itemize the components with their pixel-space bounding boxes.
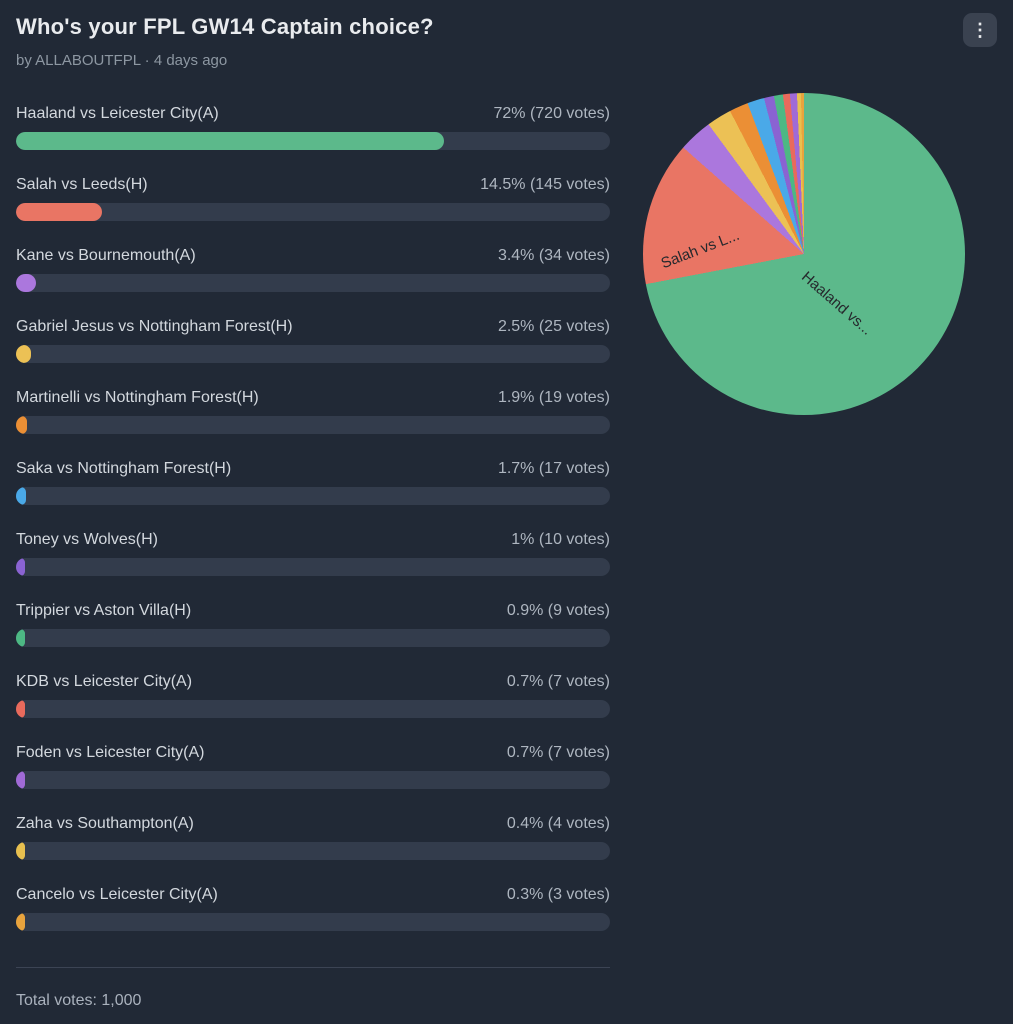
option-bar-fill bbox=[16, 629, 25, 647]
option-result: 72% (720 votes) bbox=[493, 105, 610, 122]
option-result: 1% (10 votes) bbox=[511, 531, 610, 548]
option-bar-fill bbox=[16, 416, 28, 434]
option-label: Foden vs Leicester City(A) bbox=[16, 744, 205, 761]
option-label: Zaha vs Southampton(A) bbox=[16, 815, 194, 832]
pie-column: Haaland vs... Salah vs L... bbox=[610, 93, 997, 957]
option-bar-track bbox=[16, 203, 610, 221]
option-bar-fill bbox=[16, 771, 25, 789]
option-head: KDB vs Leicester City(A) 0.7% (7 votes) bbox=[16, 673, 610, 691]
option-bar-fill bbox=[16, 274, 37, 292]
poll-header: Who's your FPL GW14 Captain choice? by A… bbox=[16, 13, 997, 69]
poll-option-row: KDB vs Leicester City(A) 0.7% (7 votes) bbox=[16, 673, 610, 718]
option-head: Kane vs Bournemouth(A) 3.4% (34 votes) bbox=[16, 247, 610, 265]
option-bar-fill bbox=[16, 203, 103, 221]
poll-option-row: Kane vs Bournemouth(A) 3.4% (34 votes) bbox=[16, 247, 610, 292]
option-label: KDB vs Leicester City(A) bbox=[16, 673, 193, 690]
option-result: 1.9% (19 votes) bbox=[497, 389, 610, 406]
option-head: Trippier vs Aston Villa(H) 0.9% (9 votes… bbox=[16, 602, 610, 620]
pie-graphic bbox=[642, 93, 965, 415]
option-result: 3.4% (34 votes) bbox=[497, 247, 610, 264]
option-label: Salah vs Leeds(H) bbox=[16, 176, 148, 193]
divider bbox=[16, 967, 610, 968]
option-result: 0.3% (3 votes) bbox=[506, 886, 610, 903]
poll-byline: by ALLABOUTFPL · 4 days ago bbox=[16, 52, 228, 69]
option-result: 1.7% (17 votes) bbox=[497, 460, 610, 477]
poll-option-row: Cancelo vs Leicester City(A) 0.3% (3 vot… bbox=[16, 886, 610, 931]
option-head: Gabriel Jesus vs Nottingham Forest(H) 2.… bbox=[16, 318, 610, 336]
poll-option-row: Trippier vs Aston Villa(H) 0.9% (9 votes… bbox=[16, 602, 610, 647]
poll-option-row: Gabriel Jesus vs Nottingham Forest(H) 2.… bbox=[16, 318, 610, 363]
option-bar-fill bbox=[16, 345, 31, 363]
option-bar-track bbox=[16, 558, 610, 576]
poll-title: Who's your FPL GW14 Captain choice? bbox=[16, 14, 434, 39]
option-result: 2.5% (25 votes) bbox=[497, 318, 610, 335]
kebab-menu-icon: ⋮ bbox=[971, 20, 989, 40]
option-bar-track bbox=[16, 700, 610, 718]
poll-option-row: Salah vs Leeds(H) 14.5% (145 votes) bbox=[16, 176, 610, 221]
option-label: Cancelo vs Leicester City(A) bbox=[16, 886, 218, 903]
option-label: Kane vs Bournemouth(A) bbox=[16, 247, 196, 264]
option-bar-track bbox=[16, 132, 610, 150]
option-head: Martinelli vs Nottingham Forest(H) 1.9% … bbox=[16, 389, 610, 407]
option-head: Zaha vs Southampton(A) 0.4% (4 votes) bbox=[16, 815, 610, 833]
option-bar-fill bbox=[16, 558, 25, 576]
option-label: Trippier vs Aston Villa(H) bbox=[16, 602, 192, 619]
option-result: 14.5% (145 votes) bbox=[480, 176, 610, 193]
option-bar-track bbox=[16, 274, 610, 292]
option-bar-fill bbox=[16, 487, 27, 505]
option-head: Cancelo vs Leicester City(A) 0.3% (3 vot… bbox=[16, 886, 610, 904]
option-head: Foden vs Leicester City(A) 0.7% (7 votes… bbox=[16, 744, 610, 762]
option-bar-track bbox=[16, 842, 610, 860]
poll-option-row: Saka vs Nottingham Forest(H) 1.7% (17 vo… bbox=[16, 460, 610, 505]
option-result: 0.4% (4 votes) bbox=[506, 815, 610, 832]
option-bar-track bbox=[16, 416, 610, 434]
option-label: Gabriel Jesus vs Nottingham Forest(H) bbox=[16, 318, 293, 335]
option-head: Salah vs Leeds(H) 14.5% (145 votes) bbox=[16, 176, 610, 194]
option-head: Saka vs Nottingham Forest(H) 1.7% (17 vo… bbox=[16, 460, 610, 478]
option-bar-fill bbox=[16, 700, 25, 718]
option-bar-fill bbox=[16, 132, 444, 150]
option-bar-fill bbox=[16, 913, 25, 931]
total-votes: Total votes: 1,000 bbox=[16, 992, 142, 1009]
option-label: Saka vs Nottingham Forest(H) bbox=[16, 460, 232, 477]
poll-option-row: Toney vs Wolves(H) 1% (10 votes) bbox=[16, 531, 610, 576]
option-result: 0.9% (9 votes) bbox=[506, 602, 610, 619]
poll-option-row: Foden vs Leicester City(A) 0.7% (7 votes… bbox=[16, 744, 610, 789]
option-head: Haaland vs Leicester City(A) 72% (720 vo… bbox=[16, 105, 610, 123]
option-bar-track bbox=[16, 345, 610, 363]
kebab-menu-button[interactable]: ⋮ bbox=[963, 13, 997, 47]
poll-options-list: Haaland vs Leicester City(A) 72% (720 vo… bbox=[16, 105, 610, 957]
pie-chart: Haaland vs... Salah vs L... bbox=[642, 93, 965, 415]
option-bar-track bbox=[16, 913, 610, 931]
option-bar-track bbox=[16, 771, 610, 789]
poll-option-row: Haaland vs Leicester City(A) 72% (720 vo… bbox=[16, 105, 610, 150]
option-label: Martinelli vs Nottingham Forest(H) bbox=[16, 389, 259, 406]
option-bar-track bbox=[16, 629, 610, 647]
option-label: Haaland vs Leicester City(A) bbox=[16, 105, 219, 122]
option-result: 0.7% (7 votes) bbox=[506, 744, 610, 761]
option-bar-fill bbox=[16, 842, 25, 860]
poll-option-row: Zaha vs Southampton(A) 0.4% (4 votes) bbox=[16, 815, 610, 860]
option-result: 0.7% (7 votes) bbox=[506, 673, 610, 690]
option-label: Toney vs Wolves(H) bbox=[16, 531, 158, 548]
poll-option-row: Martinelli vs Nottingham Forest(H) 1.9% … bbox=[16, 389, 610, 434]
poll-body: Haaland vs Leicester City(A) 72% (720 vo… bbox=[16, 93, 997, 957]
option-head: Toney vs Wolves(H) 1% (10 votes) bbox=[16, 531, 610, 549]
option-bar-track bbox=[16, 487, 610, 505]
